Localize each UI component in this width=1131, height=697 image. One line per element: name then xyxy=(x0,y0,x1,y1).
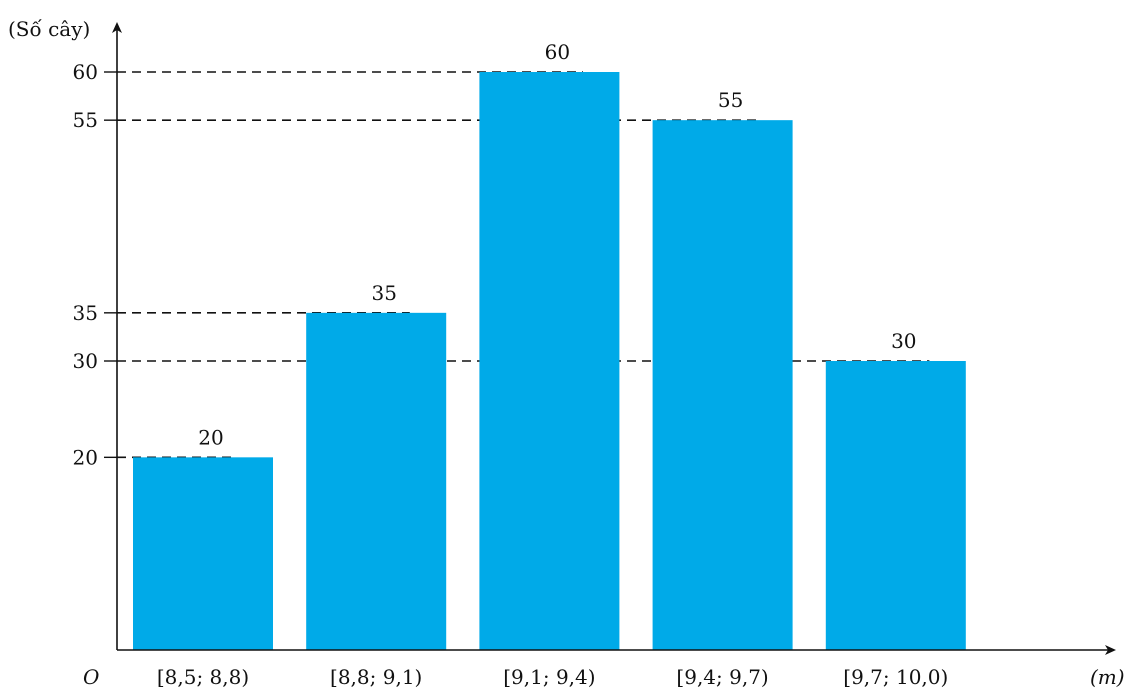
x-category-label: [9,4; 9,7) xyxy=(676,665,768,689)
data-labels: 20 35 60 55 30 xyxy=(198,40,916,449)
bar xyxy=(306,312,447,650)
x-axis-title: (m) xyxy=(1090,665,1125,689)
data-label: 55 xyxy=(718,88,743,112)
y-axis-arrow-icon xyxy=(112,22,122,33)
bar xyxy=(133,457,273,650)
x-axis-arrow-icon xyxy=(1105,645,1116,655)
x-category-label: [8,8; 9,1) xyxy=(330,665,422,689)
data-label: 30 xyxy=(891,329,916,353)
y-tick-label: 35 xyxy=(73,301,98,325)
bar xyxy=(825,361,966,650)
x-category-label: [9,7; 10,0) xyxy=(843,665,948,689)
data-label: 35 xyxy=(371,281,396,305)
y-axis-title: (Số cây) xyxy=(8,17,90,41)
x-category-label: [8,5; 8,8) xyxy=(157,665,249,689)
labels: (Số cây) (m) O xyxy=(8,17,1125,689)
data-label: 20 xyxy=(198,425,223,449)
y-tick-label: 30 xyxy=(73,349,98,373)
axes xyxy=(112,22,1116,655)
bar xyxy=(479,72,620,650)
y-tick-label: 20 xyxy=(73,445,98,469)
y-tick-label: 60 xyxy=(73,60,98,84)
y-tick-label: 55 xyxy=(73,108,98,132)
x-category-labels: [8,5; 8,8) [8,8; 9,1) [9,1; 9,4) [9,4; 9,7)… xyxy=(157,665,948,689)
x-category-label: [9,1; 9,4) xyxy=(503,665,595,689)
origin-label: O xyxy=(83,665,99,689)
y-tick-labels: 20 30 35 55 60 xyxy=(73,60,98,469)
bar xyxy=(652,120,793,650)
data-label: 60 xyxy=(545,40,570,64)
bars xyxy=(133,72,966,650)
